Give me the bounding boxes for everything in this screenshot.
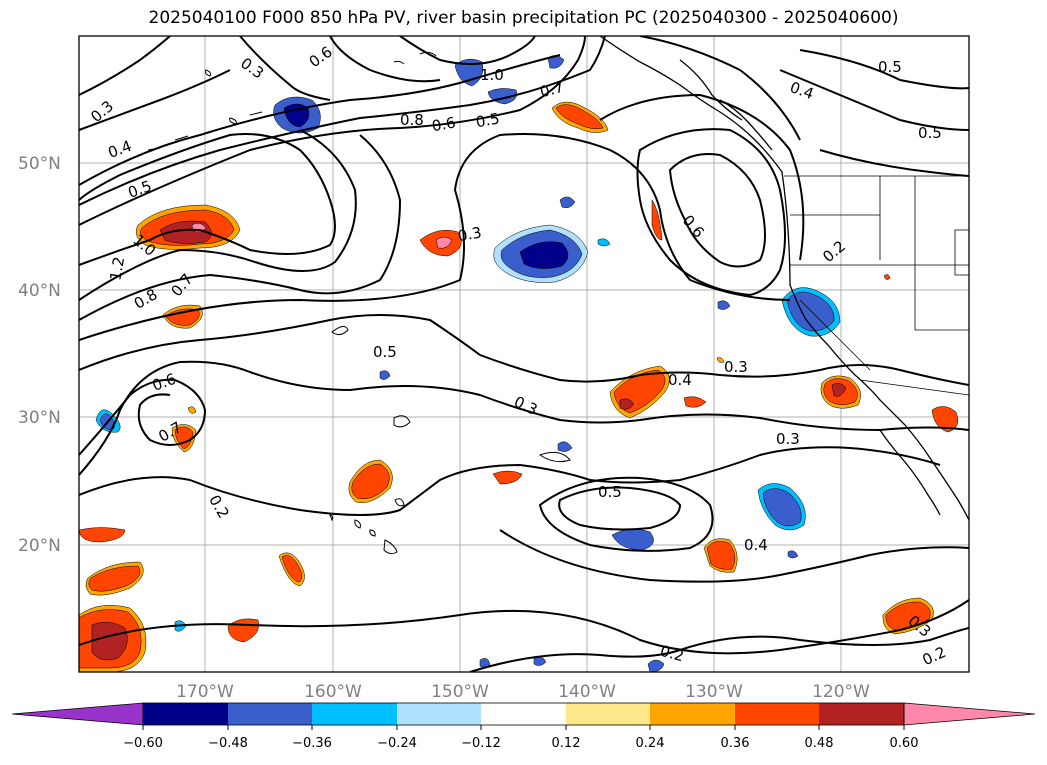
latitude-labels: 50°N 40°N 30°N 20°N xyxy=(18,154,61,556)
contour-label: 0.3 xyxy=(724,358,748,376)
plot-frame xyxy=(78,35,970,673)
state-borders xyxy=(784,175,969,396)
lon-label-140w: 140°W xyxy=(558,682,616,702)
contour-label: 0.4 xyxy=(668,371,692,389)
colorbar-segment xyxy=(650,703,735,725)
colorbar-segment xyxy=(481,703,566,725)
colorbar-low-extend xyxy=(11,702,144,726)
longitude-labels: 170°W 160°W 150°W 140°W 130°W 120°W xyxy=(176,682,870,702)
contour-label: 1.0 xyxy=(480,66,504,84)
colorbar-tick-label: 0.24 xyxy=(636,736,665,751)
colorbar-segment xyxy=(228,703,312,725)
colorbar-tick-label: −0.60 xyxy=(123,736,163,751)
precip-shading xyxy=(79,55,958,672)
contour-label: 0.4 xyxy=(744,536,768,554)
contour-label: 0.5 xyxy=(878,58,902,76)
colorbar-segment xyxy=(566,703,650,725)
colorbar-tick-label: 0.48 xyxy=(805,736,834,751)
lon-label-170w: 170°W xyxy=(176,682,234,702)
lat-label-50n: 50°N xyxy=(18,154,61,174)
contour-label: 0.5 xyxy=(918,124,942,142)
contour-label: 0.2 xyxy=(658,642,686,666)
contour-label: 0.7 xyxy=(538,78,566,102)
colorbar-tick-label: −0.12 xyxy=(461,736,501,751)
contour-label: 0.5 xyxy=(373,343,397,361)
contour-label: 0.5 xyxy=(598,483,622,501)
colorbar-tick-label: −0.48 xyxy=(208,736,248,751)
colorbar-segment xyxy=(735,703,819,725)
colorbar-tick-label: −0.24 xyxy=(377,736,417,751)
contour-label: 0.5 xyxy=(474,109,501,131)
lon-label-130w: 130°W xyxy=(685,682,743,702)
lat-label-30n: 30°N xyxy=(18,408,61,428)
lon-label-160w: 160°W xyxy=(304,682,362,702)
colorbar-segment xyxy=(819,703,904,725)
pv-contours xyxy=(79,36,969,672)
lat-label-40n: 40°N xyxy=(18,281,61,301)
lon-label-150w: 150°W xyxy=(431,682,489,702)
colorbar-tick-label: 0.60 xyxy=(890,736,919,751)
contour-label: 0.3 xyxy=(456,223,483,245)
colorbar-high-extend xyxy=(903,702,1036,726)
islands xyxy=(147,51,571,555)
coastline xyxy=(599,36,969,521)
colorbar-tick-label: 0.36 xyxy=(721,736,750,751)
colorbar: −0.60 −0.48 −0.36 −0.24 −0.12 0.12 0.24 … xyxy=(11,702,1036,751)
contour-label: 0.3 xyxy=(776,430,800,448)
colorbar-segment xyxy=(312,703,397,725)
lat-label-20n: 20°N xyxy=(18,536,61,556)
contour-label: 1.2 xyxy=(106,255,128,282)
colorbar-segment xyxy=(397,703,481,725)
contour-label: 0.8 xyxy=(400,111,424,129)
map-title: 2025040100 F000 850 hPa PV, river basin … xyxy=(148,8,899,28)
colorbar-tick-label: 0.12 xyxy=(552,736,581,751)
contour-label: 0.6 xyxy=(430,113,457,135)
colorbar-tick-label: −0.36 xyxy=(292,736,332,751)
lon-label-120w: 120°W xyxy=(812,682,870,702)
colorbar-segment xyxy=(143,703,228,725)
